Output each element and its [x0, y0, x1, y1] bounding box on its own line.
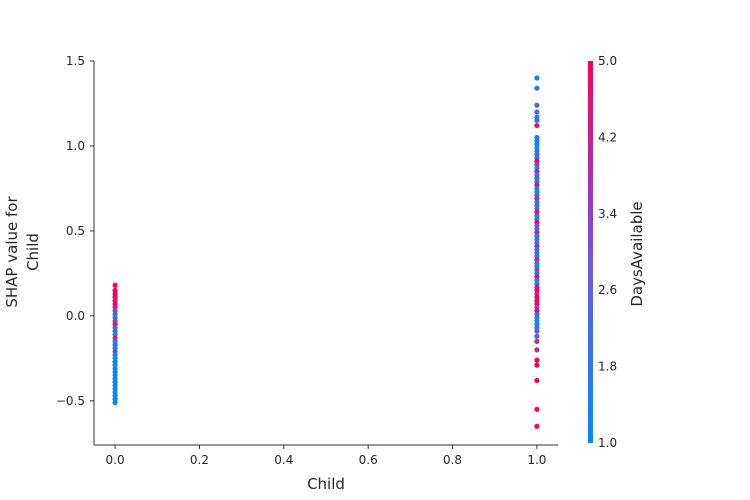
data-point — [534, 75, 540, 81]
x-axis-ticks: 0.0 0.2 0.4 0.6 0.8 1.0 — [106, 445, 546, 467]
colorbar-tick-label: 2.6 — [598, 283, 617, 297]
y-tick-label: 1.0 — [66, 139, 85, 153]
data-point — [534, 122, 540, 129]
x-tick-label: 0.4 — [274, 453, 293, 467]
colorbar-tick-label: 4.2 — [598, 130, 617, 144]
data-point — [534, 362, 540, 368]
y-tick-label: 0.5 — [66, 224, 85, 238]
data-point — [534, 85, 540, 91]
plot-axes — [93, 61, 558, 446]
colorbar-tick-label: 1.0 — [598, 436, 617, 450]
data-point — [534, 406, 540, 412]
data-point — [112, 399, 118, 406]
colorbar — [588, 61, 593, 443]
y-tick-label: 1.5 — [66, 54, 85, 68]
data-point — [534, 102, 540, 108]
scatter-points — [112, 75, 540, 429]
data-point — [112, 282, 118, 288]
data-point — [534, 328, 540, 334]
data-point — [534, 117, 540, 124]
data-point — [534, 347, 540, 353]
y-axis-label-line-2: Child — [24, 233, 42, 271]
y-tick-label: 0.0 — [66, 309, 85, 323]
y-axis-label-line-1: SHAP value for — [3, 196, 21, 308]
data-point — [534, 109, 540, 115]
colorbar-ticks: 1.0 1.8 2.6 3.4 4.2 5.0 — [598, 54, 617, 450]
data-point — [534, 338, 540, 344]
y-axis-label: SHAP value for Child — [3, 196, 42, 308]
x-tick-label: 0.8 — [443, 453, 462, 467]
x-tick-label: 0.2 — [190, 453, 209, 467]
colorbar-tick-label: 1.8 — [598, 360, 617, 374]
data-point — [534, 357, 540, 363]
x-tick-label: 0.0 — [106, 453, 125, 467]
x-tick-label: 0.6 — [359, 453, 378, 467]
data-point — [534, 423, 540, 429]
x-tick-label: 1.0 — [527, 453, 546, 467]
x-axis-label: Child — [307, 475, 345, 493]
data-point — [534, 333, 540, 339]
data-point — [534, 377, 540, 384]
colorbar-tick-label: 5.0 — [598, 54, 617, 68]
colorbar-label: DaysAvailable — [628, 201, 646, 306]
colorbar-tick-label: 3.4 — [598, 207, 617, 221]
y-tick-label: −0.5 — [56, 394, 85, 408]
y-axis-ticks: −0.5 0.0 0.5 1.0 1.5 — [56, 54, 94, 408]
